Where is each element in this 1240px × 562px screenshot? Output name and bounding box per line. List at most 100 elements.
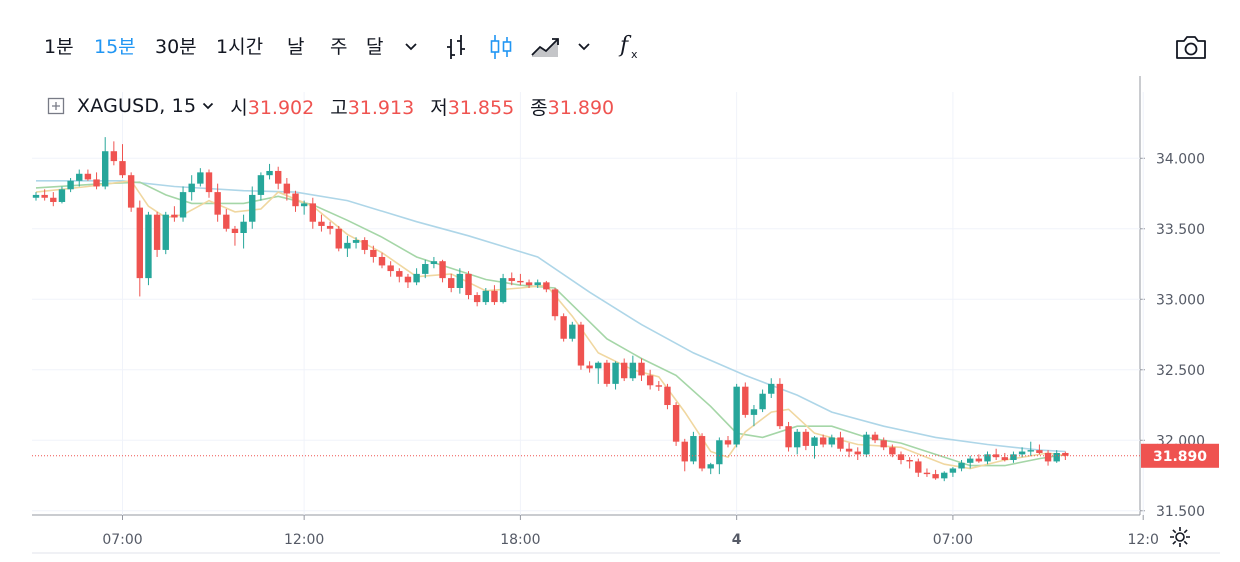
- indicators-fx-icon[interactable]: f x: [616, 32, 644, 62]
- candle-body: [404, 276, 412, 283]
- candle-body: [819, 437, 827, 445]
- area-chart-style-icon[interactable]: [530, 35, 562, 59]
- candle-body: [655, 385, 662, 387]
- candle-body: [1018, 451, 1026, 455]
- candle-body: [223, 214, 230, 229]
- candle-chart-style-icon[interactable]: [488, 33, 514, 61]
- candle-body: [638, 362, 645, 376]
- candle-body: [915, 461, 922, 473]
- candle-body: [984, 454, 991, 462]
- candle-body: [932, 474, 939, 479]
- moving-average-slow-line: [36, 180, 1066, 453]
- interval-week[interactable]: 주: [330, 36, 348, 58]
- y-tick-label: 32.500: [1156, 363, 1205, 379]
- candle-body: [482, 290, 489, 303]
- candle-body: [465, 273, 472, 296]
- candle-body: [975, 458, 983, 462]
- candle-body: [733, 386, 740, 445]
- interval-15-minutes[interactable]: 15분: [94, 36, 136, 58]
- candle-body: [517, 280, 524, 283]
- candle-body: [76, 173, 83, 181]
- legend-close: 종31.890: [530, 96, 615, 119]
- candle-body: [422, 264, 429, 274]
- candle-body: [664, 386, 671, 406]
- candle-body: [430, 261, 438, 265]
- candle-body: [802, 431, 810, 446]
- candle-body: [50, 197, 57, 202]
- candle-body: [448, 278, 455, 288]
- candle-body: [716, 440, 723, 465]
- y-tick-label: 34.000: [1156, 151, 1205, 167]
- top-toolbar: 1분 15분 30분 1시간 날 주 달 f x: [0, 0, 1240, 92]
- interval-30-minutes[interactable]: 30분: [155, 36, 197, 58]
- candle-body: [845, 448, 853, 452]
- candle-body: [153, 214, 161, 250]
- candle-body: [992, 454, 1000, 458]
- candle-body: [906, 460, 913, 462]
- candle-body: [67, 180, 74, 190]
- last-price-label: 31.890: [1153, 449, 1207, 465]
- candle-body: [889, 447, 896, 455]
- candle-body: [249, 194, 256, 222]
- candle-body: [828, 437, 835, 445]
- candle-body: [214, 192, 221, 215]
- x-tick-label: 07:00: [102, 532, 142, 548]
- candle-body: [707, 464, 714, 469]
- candle-body: [603, 362, 611, 384]
- bar-chart-style-icon[interactable]: [444, 33, 468, 61]
- candle-body: [586, 365, 593, 369]
- candle-body: [854, 451, 861, 455]
- candle-body: [690, 436, 697, 462]
- candle-body: [543, 282, 550, 290]
- interval-1-minute[interactable]: 1분: [44, 36, 74, 58]
- moving-average-fast-line: [35, 179, 1066, 470]
- candle-body: [776, 383, 784, 427]
- candle-body: [499, 278, 507, 303]
- candle-body: [240, 221, 247, 233]
- candle-body: [127, 175, 135, 208]
- candle-body: [785, 426, 792, 448]
- candle-body: [646, 375, 654, 386]
- chevron-down-icon[interactable]: [404, 42, 418, 52]
- candle-body: [119, 161, 126, 176]
- candle-body: [93, 179, 100, 187]
- candle-body: [58, 189, 66, 202]
- interval-1-hour[interactable]: 1시간: [216, 36, 264, 58]
- candle-body: [344, 242, 351, 249]
- camera-screenshot-icon[interactable]: [1174, 33, 1208, 61]
- symbol-name[interactable]: XAGUSD, 15: [77, 95, 197, 117]
- symbol-legend: XAGUSD, 15 시31.902 고31.913 저31.855 종31.8…: [47, 92, 614, 120]
- candle-body: [750, 409, 758, 415]
- candle-body: [595, 362, 602, 369]
- candle-body: [724, 440, 732, 445]
- candle-body: [179, 192, 187, 218]
- candle-body: [413, 273, 420, 283]
- chevron-down-icon[interactable]: [577, 42, 591, 52]
- candle-body: [672, 405, 680, 442]
- candle-body: [880, 440, 887, 448]
- settings-gear-icon[interactable]: [1168, 525, 1192, 549]
- candle-body: [300, 203, 308, 207]
- candle-body: [863, 434, 870, 455]
- candle-body: [958, 462, 965, 469]
- candle-body: [577, 324, 585, 366]
- chevron-down-icon[interactable]: [202, 99, 214, 114]
- y-tick-label: 31.500: [1156, 504, 1205, 520]
- x-tick-label: 18:00: [500, 532, 540, 548]
- candle-body: [1062, 452, 1069, 456]
- expand-square-icon[interactable]: [47, 97, 65, 115]
- candle-body: [318, 221, 325, 226]
- candle-body: [473, 295, 481, 303]
- candle-body: [629, 362, 637, 379]
- candle-body: [136, 207, 143, 279]
- interval-month[interactable]: 달: [366, 36, 384, 58]
- candle-body: [768, 383, 775, 394]
- interval-day[interactable]: 날: [287, 36, 305, 58]
- candle-body: [525, 282, 533, 286]
- y-tick-label: 33.500: [1156, 222, 1205, 238]
- candle-body: [145, 214, 152, 279]
- candle-body: [370, 249, 377, 257]
- candle-body: [742, 386, 749, 415]
- candle-body: [871, 434, 879, 441]
